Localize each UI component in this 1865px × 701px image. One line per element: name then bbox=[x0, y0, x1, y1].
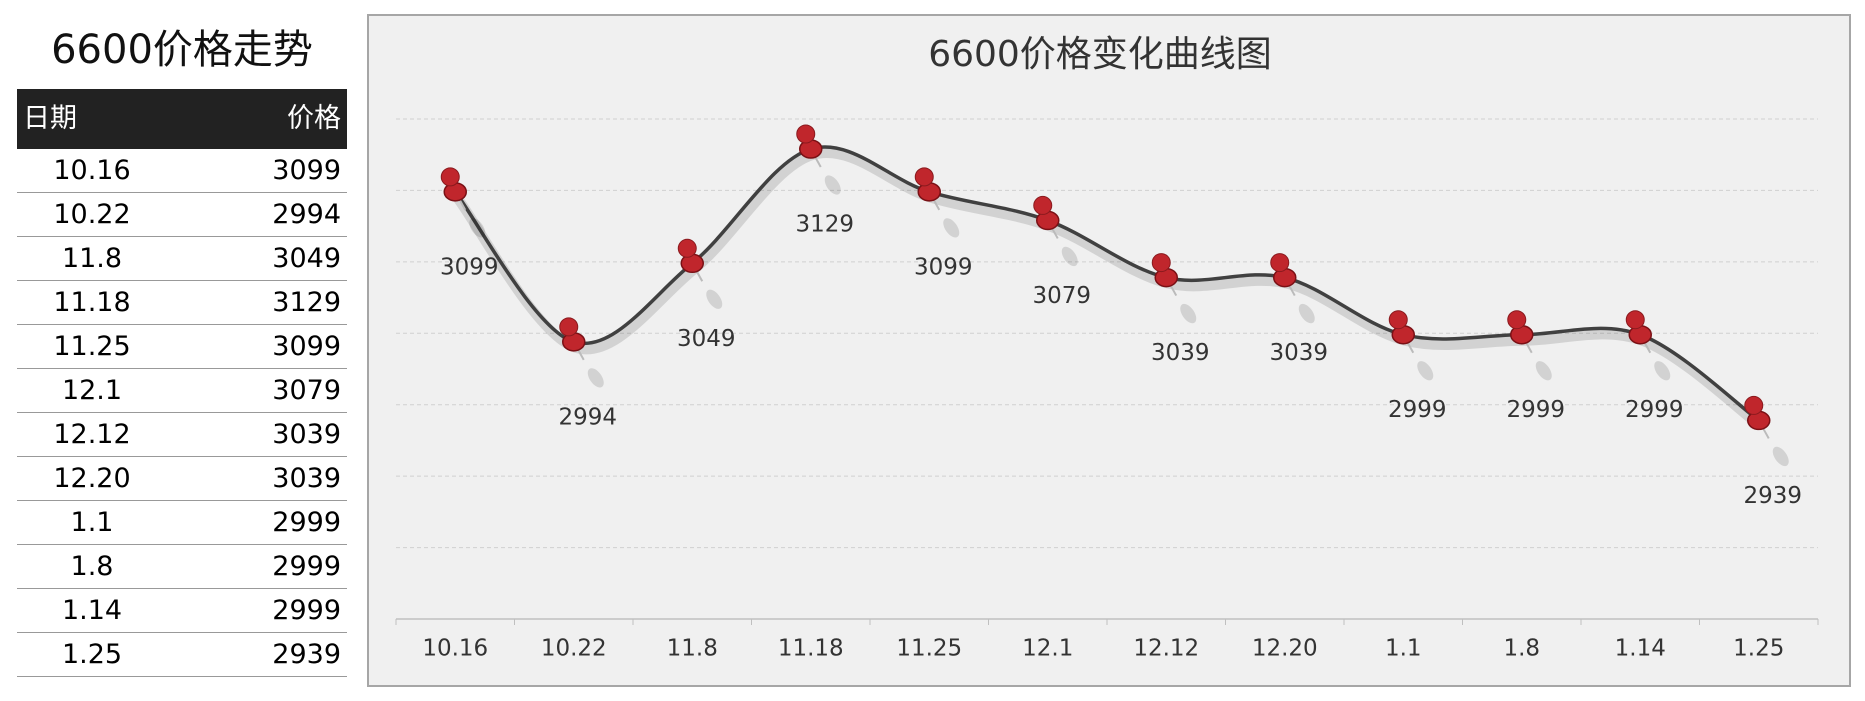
price-cell: 3129 bbox=[272, 287, 341, 318]
price-table: 6600价格走势 日期 价格 10.16 3099 10.22 2994 11.8 304… bbox=[17, 20, 347, 677]
price-cell: 3079 bbox=[272, 375, 341, 406]
x-tick-label: 12.20 bbox=[1252, 636, 1318, 662]
value-label: 2999 bbox=[1506, 397, 1565, 423]
price-cell: 2939 bbox=[272, 639, 341, 670]
price-cell: 3049 bbox=[272, 243, 341, 274]
price-cell: 2994 bbox=[272, 199, 341, 230]
value-label: 2939 bbox=[1743, 483, 1802, 509]
table-row: 10.22 2994 bbox=[17, 193, 347, 237]
value-label: 3049 bbox=[677, 326, 736, 352]
price-cell: 2999 bbox=[272, 595, 341, 626]
table-row: 1.14 2999 bbox=[17, 589, 347, 633]
chart-area bbox=[367, 14, 1851, 687]
pin-shadow bbox=[1535, 361, 1552, 381]
marker-head bbox=[1625, 310, 1645, 330]
x-tick-label: 10.16 bbox=[422, 636, 488, 662]
price-line bbox=[453, 145, 1760, 422]
date-cell: 10.22 bbox=[53, 199, 131, 230]
value-label: 2999 bbox=[1625, 397, 1684, 423]
table-row: 10.16 3099 bbox=[17, 149, 347, 193]
date-cell: 11.8 bbox=[61, 243, 123, 274]
pin-shadow bbox=[1772, 446, 1789, 467]
x-tick-label: 1.14 bbox=[1615, 636, 1666, 662]
x-tick-label: 1.1 bbox=[1385, 636, 1422, 662]
value-label: 3129 bbox=[795, 212, 854, 238]
value-label: 2999 bbox=[1388, 397, 1447, 423]
date-cell: 1.14 bbox=[61, 595, 123, 626]
date-cell: 11.18 bbox=[53, 287, 131, 318]
marker-head bbox=[559, 317, 579, 337]
value-label: 3079 bbox=[1032, 283, 1091, 309]
x-tick-label: 1.25 bbox=[1733, 636, 1784, 662]
table-row: 11.25 3099 bbox=[17, 325, 347, 369]
date-cell: 10.16 bbox=[53, 155, 131, 186]
x-tick-label: 12.12 bbox=[1133, 636, 1199, 662]
marker-head bbox=[914, 167, 934, 187]
table-row: 1.8 2999 bbox=[17, 545, 347, 589]
pin-shadow bbox=[1417, 361, 1434, 381]
x-tick-label: 11.25 bbox=[896, 636, 962, 662]
pin-shadow bbox=[943, 218, 960, 238]
table-row: 11.18 3129 bbox=[17, 281, 347, 325]
price-cell: 2999 bbox=[272, 551, 341, 582]
pin-shadow bbox=[469, 218, 486, 238]
chart-title: 6600价格变化曲线图 bbox=[928, 34, 1272, 75]
x-tick-label: 11.8 bbox=[667, 636, 718, 662]
pin-shadow bbox=[1061, 246, 1078, 267]
line-shadow bbox=[453, 148, 1764, 431]
column-header: 日期 bbox=[23, 103, 77, 134]
x-tick-label: 12.1 bbox=[1022, 636, 1073, 662]
value-label: 3039 bbox=[1269, 340, 1328, 366]
table-row: 1.25 2939 bbox=[17, 633, 347, 677]
date-cell: 12.20 bbox=[53, 463, 131, 494]
price-cell: 3039 bbox=[272, 419, 341, 450]
date-cell: 1.1 bbox=[70, 507, 114, 538]
marker-head bbox=[796, 124, 816, 144]
pin-shadow bbox=[824, 175, 841, 195]
pin-shadow bbox=[1654, 361, 1671, 381]
date-cell: 11.25 bbox=[53, 331, 131, 362]
price-cell: 3039 bbox=[272, 463, 341, 494]
pin-shadow bbox=[1298, 303, 1315, 324]
marker-head bbox=[1744, 395, 1764, 415]
value-label: 3099 bbox=[440, 254, 499, 280]
x-tick-label: 11.18 bbox=[778, 636, 844, 662]
pin-shadow bbox=[1180, 303, 1197, 324]
date-cell: 12.12 bbox=[53, 419, 131, 450]
price-cell: 3099 bbox=[272, 331, 341, 362]
marker-head bbox=[677, 238, 697, 258]
table-row: 12.1 3079 bbox=[17, 369, 347, 413]
marker-head bbox=[1507, 310, 1527, 330]
marker-head bbox=[1388, 310, 1408, 330]
column-header: 价格 bbox=[287, 103, 341, 134]
value-label: 3099 bbox=[914, 254, 973, 280]
pin-shadow bbox=[706, 289, 723, 309]
date-cell: 1.25 bbox=[61, 639, 123, 670]
table-header: 日期 价格 bbox=[17, 89, 347, 149]
table-row: 1.1 2999 bbox=[17, 501, 347, 545]
marker-head bbox=[440, 167, 460, 187]
price-cell: 3099 bbox=[272, 155, 341, 186]
price-cell: 2999 bbox=[272, 507, 341, 538]
table-row: 11.8 3049 bbox=[17, 237, 347, 281]
value-label: 3039 bbox=[1151, 340, 1210, 366]
pin-shadow bbox=[587, 368, 604, 388]
date-cell: 1.8 bbox=[70, 551, 114, 582]
marker-head bbox=[1270, 253, 1290, 273]
table-row: 12.12 3039 bbox=[17, 413, 347, 457]
x-tick-label: 10.22 bbox=[541, 636, 607, 662]
marker-head bbox=[1151, 253, 1171, 273]
value-label: 2994 bbox=[558, 404, 617, 430]
x-tick-label: 1.8 bbox=[1503, 636, 1540, 662]
table-row: 12.20 3039 bbox=[17, 457, 347, 501]
table-title: 6600价格走势 bbox=[51, 27, 313, 73]
date-cell: 12.1 bbox=[61, 375, 123, 406]
marker-head bbox=[1033, 195, 1053, 215]
